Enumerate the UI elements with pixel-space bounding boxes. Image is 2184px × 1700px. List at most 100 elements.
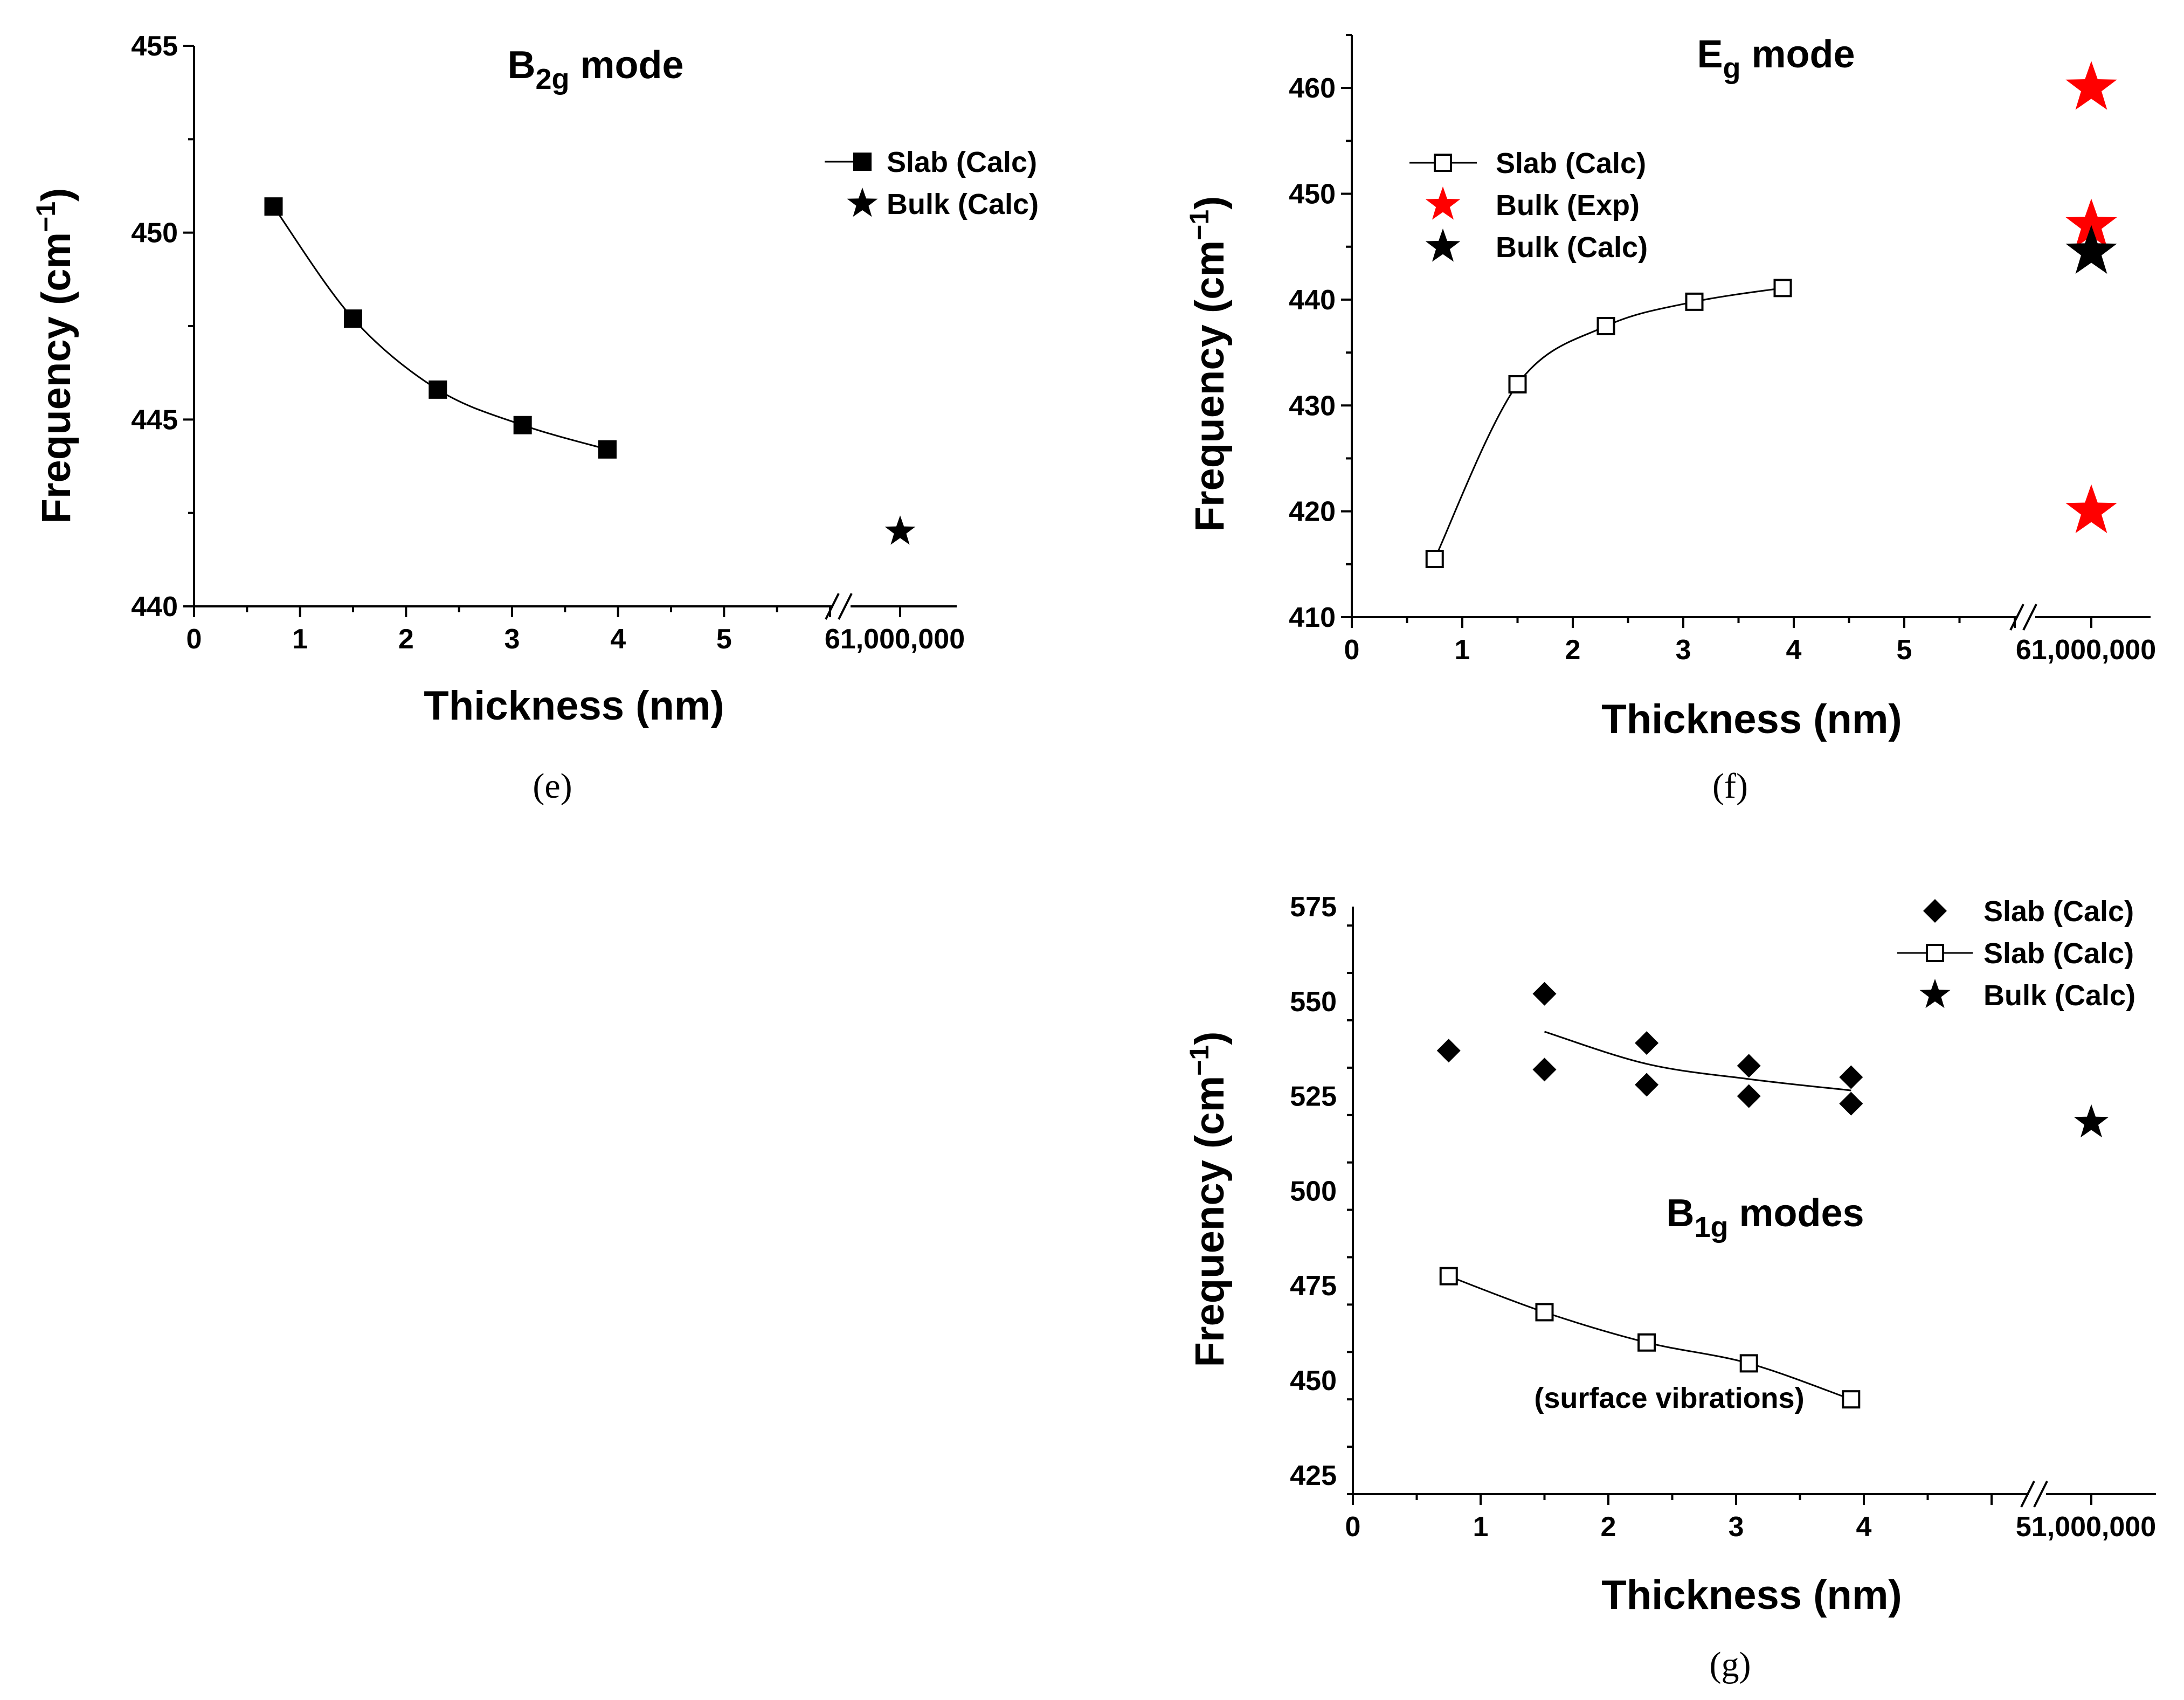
y-tick-label: 420 — [1289, 496, 1336, 528]
y-tick-label: 450 — [1290, 1365, 1337, 1397]
data-point — [513, 416, 532, 434]
panel-caption: (g) — [1710, 1645, 1751, 1684]
legend-marker — [1919, 979, 1951, 1008]
legend-marker — [1434, 154, 1452, 172]
legend-entry: Bulk (Calc) — [1496, 231, 1648, 264]
x-tick-label: 4 — [1786, 634, 1802, 666]
data-point — [1842, 1390, 1861, 1409]
data-point — [1596, 317, 1615, 335]
x-tick-label: 5 — [716, 624, 732, 655]
x-axis-label: Thickness (nm) — [424, 683, 724, 729]
chart-e: 440 445 450 455 0 1 2 3 4 5 61,000,000 Thickness (n… — [31, 31, 1039, 806]
y-tick-label: 450 — [1289, 179, 1336, 210]
data-point — [2074, 1104, 2109, 1138]
y-tick-label: 425 — [1290, 1460, 1337, 1491]
x-tick-label: 0 — [1345, 1511, 1361, 1543]
legend-marker — [1923, 899, 1947, 923]
y-tick-label: 460 — [1289, 73, 1336, 104]
x-tick-label: 4 — [610, 624, 626, 655]
x-tick-label: 2 — [398, 624, 414, 655]
x-tick-label: 2 — [1565, 634, 1581, 666]
data-point — [264, 197, 283, 216]
x-axis-label: Thickness (nm) — [1601, 696, 1902, 742]
legend-marker — [1926, 944, 1944, 962]
data-point — [1739, 1354, 1758, 1373]
x-tick-label: 0 — [186, 624, 202, 655]
y-tick-label: 455 — [131, 31, 178, 62]
x-tick-label: 4 — [1856, 1511, 1872, 1543]
y-axis-label: Frequency (cm−1) — [1184, 1032, 1233, 1367]
data-point — [1508, 375, 1527, 393]
legend-marker — [1425, 229, 1461, 262]
y-tick-label: 450 — [131, 218, 178, 249]
data-point — [1532, 1058, 1557, 1082]
data-point — [2065, 198, 2117, 247]
data-point — [1635, 1031, 1659, 1055]
panel-caption: (e) — [533, 766, 572, 806]
x-tick-label-bulk: 51,000,000 — [2016, 1511, 2156, 1543]
legend-marker — [847, 188, 878, 217]
series-line — [1434, 287, 1783, 559]
data-point — [1839, 1065, 1863, 1089]
y-tick-label: 575 — [1290, 892, 1337, 923]
chart-f: 410 420 430 440 450 460 0 1 2 3 4 5 61,000,000 Thickn… — [1184, 33, 2156, 806]
axis-break-mark — [2009, 604, 2024, 631]
y-tick-label: 445 — [131, 404, 178, 436]
x-tick-label: 5 — [1897, 634, 1912, 666]
data-point — [1425, 550, 1444, 568]
y-tick-label: 550 — [1290, 986, 1337, 1018]
data-point — [2065, 484, 2117, 534]
series-line — [1544, 1031, 1851, 1091]
y-tick-label: 500 — [1290, 1176, 1337, 1207]
data-point — [1737, 1084, 1761, 1108]
data-point — [1737, 1054, 1761, 1078]
legend-entry: Bulk (Calc) — [887, 188, 1039, 220]
axis-break-mark — [825, 593, 840, 620]
x-tick-label: 3 — [504, 624, 520, 655]
data-point — [1839, 1091, 1863, 1116]
data-point — [1439, 1267, 1458, 1286]
y-tick-label: 430 — [1289, 390, 1336, 421]
panel-caption: (f) — [1712, 766, 1748, 806]
y-tick-label: 410 — [1289, 602, 1336, 633]
x-tick-label: 2 — [1601, 1511, 1616, 1543]
data-point — [1773, 279, 1792, 298]
chart-title: B1g modes — [1666, 1192, 1864, 1243]
legend-marker — [1425, 186, 1461, 220]
legend-entry: Slab (Calc) — [1496, 147, 1646, 179]
y-axis-label: Frequency (cm−1) — [31, 188, 79, 524]
x-tick-label: 1 — [292, 624, 308, 655]
data-point — [428, 380, 447, 399]
x-axis-label: Thickness (nm) — [1601, 1572, 1902, 1618]
data-point — [1637, 1333, 1656, 1352]
axis-break-mark — [2020, 1481, 2035, 1508]
data-point — [1685, 292, 1704, 311]
y-tick-label: 440 — [131, 591, 178, 623]
x-tick-label: 3 — [1729, 1511, 1744, 1543]
data-point — [344, 309, 362, 328]
data-point — [598, 440, 617, 459]
annotation-label: (surface vibrations) — [1534, 1382, 1804, 1414]
legend-entry: Bulk (Calc) — [1983, 979, 2135, 1012]
x-tick-label: 0 — [1344, 634, 1360, 666]
chart-g: 425 450 475 500 525 550 575 0 1 2 3 4 51,000,000 Thic… — [1184, 892, 2156, 1684]
series-line — [273, 206, 608, 451]
data-point — [2065, 225, 2117, 274]
data-point — [1436, 1039, 1461, 1063]
legend-entry: Slab (Calc) — [1983, 895, 2134, 928]
y-axis-label: Frequency (cm−1) — [1184, 196, 1233, 532]
data-point — [884, 515, 916, 545]
x-tick-label-bulk: 61,000,000 — [2016, 634, 2156, 666]
data-point — [1535, 1303, 1554, 1322]
data-point — [1532, 982, 1557, 1006]
legend-marker — [853, 153, 872, 171]
y-tick-label: 440 — [1289, 285, 1336, 316]
x-tick-label: 1 — [1455, 634, 1470, 666]
x-tick-label-bulk: 61,000,000 — [825, 624, 965, 655]
y-tick-label: 525 — [1290, 1081, 1337, 1112]
chart-title: B2g mode — [507, 44, 683, 95]
y-tick-label: 475 — [1290, 1270, 1337, 1302]
data-point — [1635, 1073, 1659, 1097]
legend-entry: Slab (Calc) — [887, 146, 1037, 178]
